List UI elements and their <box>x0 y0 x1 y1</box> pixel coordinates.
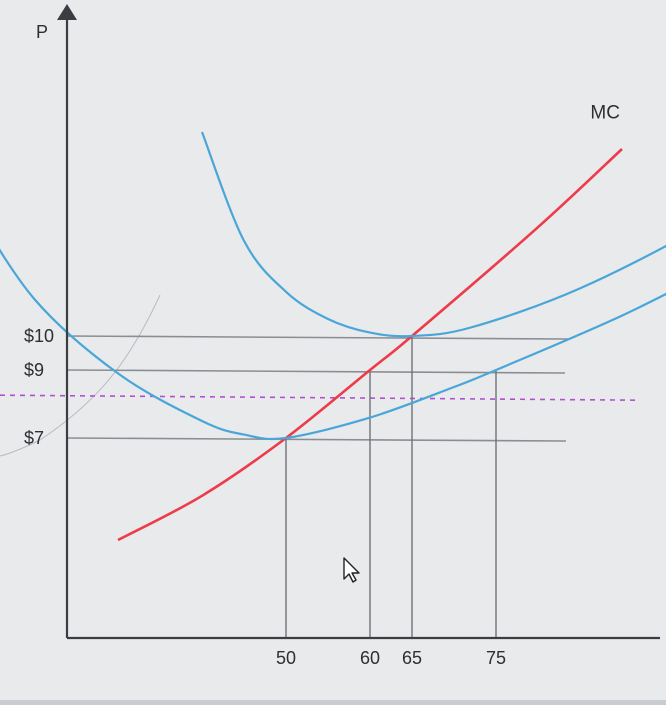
dashed-price-line <box>0 394 641 401</box>
mc-curve <box>117 148 623 542</box>
curves-layer <box>0 131 666 542</box>
price-line-10 <box>66 335 569 340</box>
x-tick-label-50: 50 <box>276 648 296 668</box>
price-line-9 <box>66 369 566 374</box>
y-tick-label-9: $9 <box>24 360 44 380</box>
mouse-cursor-icon <box>343 557 360 583</box>
quantity-drop-lines-layer <box>285 336 497 638</box>
y-axis-arrow-icon <box>57 4 77 20</box>
y-axis-label: P <box>36 22 48 42</box>
y-tick-label-10: $10 <box>24 326 54 346</box>
atc-curve <box>200 131 666 338</box>
x-tick-label-65: 65 <box>402 648 422 668</box>
reference-lines-layer <box>0 335 641 442</box>
x-tick-label-60: 60 <box>360 648 380 668</box>
y-tick-label-7: $7 <box>24 428 44 448</box>
x-tick-label-75: 75 <box>486 648 506 668</box>
faint-artifact-line <box>0 294 161 457</box>
price-line-7 <box>66 437 567 442</box>
mc-curve-label: MC <box>590 102 620 123</box>
labels-layer: $10$9$750606575MCATCAVC <box>24 102 620 668</box>
avc-curve <box>0 248 666 441</box>
